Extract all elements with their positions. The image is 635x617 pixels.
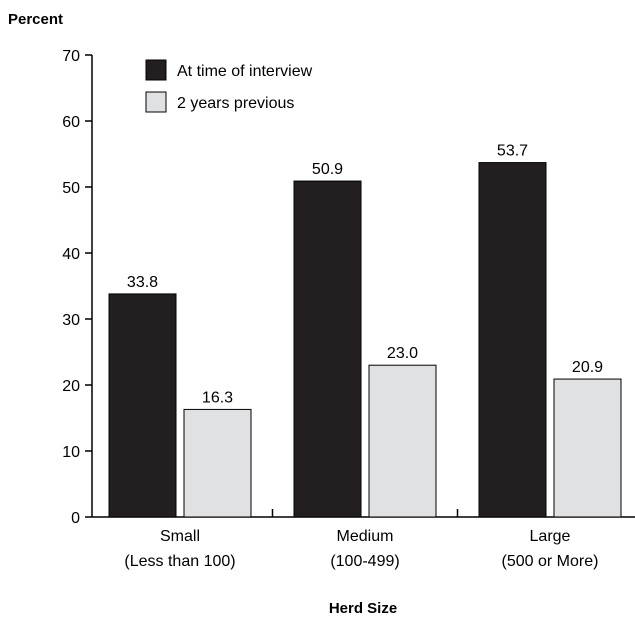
y-tick-label: 10	[62, 444, 80, 461]
x-tick-label: Small	[160, 528, 200, 545]
legend: At time of interview 2 years previous	[145, 59, 313, 113]
legend-label: 2 years previous	[177, 95, 294, 112]
data-label: 33.8	[127, 274, 158, 291]
bars: 33.8 16.3 50.9 23.0 53.7 20.9	[108, 143, 622, 518]
bar	[183, 408, 252, 518]
legend-swatch	[145, 91, 167, 113]
y-tick-label: 0	[71, 510, 80, 527]
bar	[478, 162, 547, 518]
y-tick-label: 20	[62, 378, 80, 395]
x-tick-sublabel: (100-499)	[330, 553, 399, 570]
y-tick-label: 30	[62, 312, 80, 329]
x-axis-label: Herd Size	[329, 600, 397, 617]
bar	[368, 364, 437, 518]
x-tick-label: Medium	[337, 528, 394, 545]
data-label: 20.9	[572, 359, 603, 376]
y-tick-label: 60	[62, 114, 80, 131]
x-tick-label: Large	[530, 528, 571, 545]
y-tick-label: 70	[62, 48, 80, 65]
x-tick-sublabel: (500 or More)	[502, 553, 599, 570]
bar	[108, 293, 177, 518]
y-tick-label: 50	[62, 180, 80, 197]
y-tick-label: 40	[62, 246, 80, 263]
data-label: 16.3	[202, 389, 233, 406]
y-axis-label: Percent	[8, 11, 63, 28]
legend-label: At time of interview	[177, 63, 313, 80]
x-tick-sublabel: (Less than 100)	[124, 553, 235, 570]
bar	[293, 180, 362, 518]
axes: 0 10 20 30 40 50 60 70 Small (Less than 100) Mediu…	[62, 48, 635, 570]
data-label: 53.7	[497, 143, 528, 160]
bar	[553, 378, 622, 518]
data-label: 23.0	[387, 345, 418, 362]
data-label: 50.9	[312, 161, 343, 178]
legend-swatch	[145, 59, 167, 81]
